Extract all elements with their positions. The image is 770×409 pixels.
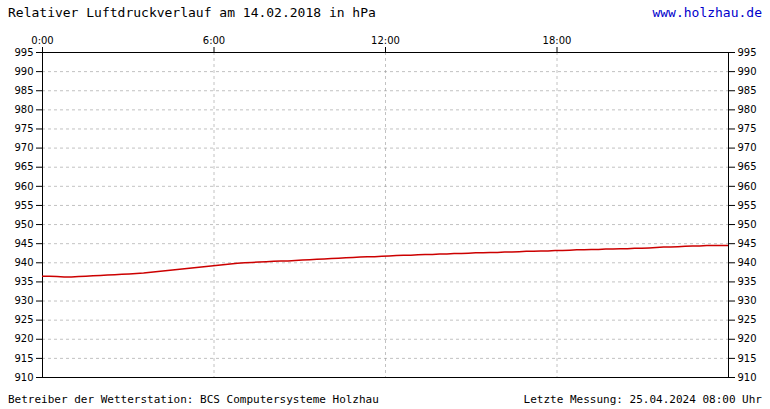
svg-text:18:00: 18:00 <box>543 35 572 46</box>
svg-text:975: 975 <box>14 123 33 134</box>
svg-text:935: 935 <box>14 276 33 287</box>
svg-text:940: 940 <box>738 257 757 268</box>
svg-text:12:00: 12:00 <box>371 35 400 46</box>
svg-text:950: 950 <box>14 219 33 230</box>
svg-text:940: 940 <box>14 257 33 268</box>
svg-text:930: 930 <box>14 295 33 306</box>
svg-text:955: 955 <box>738 200 757 211</box>
svg-text:970: 970 <box>738 142 757 153</box>
svg-text:930: 930 <box>738 295 757 306</box>
html-text:Betreiber der Wetterstation: B: Betreiber der Wetterstation: BCS Compute… <box>8 392 379 406</box>
svg-text:965: 965 <box>14 161 33 172</box>
svg-text:950: 950 <box>738 219 757 230</box>
svg-text:980: 980 <box>738 104 757 115</box>
html-text:www.holzhau.de: www.holzhau.de <box>652 4 762 20</box>
svg-text:910: 910 <box>14 372 33 383</box>
svg-text:990: 990 <box>14 66 33 77</box>
svg-text:985: 985 <box>738 85 757 96</box>
svg-text:915: 915 <box>738 353 757 364</box>
svg-text:990: 990 <box>738 66 757 77</box>
svg-text:945: 945 <box>738 238 757 249</box>
svg-text:995: 995 <box>14 47 33 58</box>
html-text:Letzte Messung: 25.04.2024 08:: Letzte Messung: 25.04.2024 08:00 Uhr <box>523 392 762 406</box>
html-text:Relativer Luftdruckverlauf am: Relativer Luftdruckverlauf am 14.02.2018… <box>8 4 376 20</box>
svg-text:925: 925 <box>738 314 757 325</box>
svg-text:945: 945 <box>14 238 33 249</box>
svg-text:0:00: 0:00 <box>31 35 53 46</box>
svg-text:960: 960 <box>14 181 33 192</box>
svg-text:965: 965 <box>738 161 757 172</box>
svg-text:985: 985 <box>14 85 33 96</box>
svg-text:970: 970 <box>14 142 33 153</box>
svg-text:6:00: 6:00 <box>203 35 225 46</box>
svg-text:935: 935 <box>738 276 757 287</box>
svg-text:995: 995 <box>738 47 757 58</box>
svg-text:975: 975 <box>738 123 757 134</box>
svg-text:980: 980 <box>14 104 33 115</box>
svg-text:955: 955 <box>14 200 33 211</box>
svg-text:920: 920 <box>738 333 757 344</box>
svg-text:925: 925 <box>14 314 33 325</box>
svg-text:910: 910 <box>738 372 757 383</box>
svg-text:915: 915 <box>14 353 33 364</box>
svg-text:920: 920 <box>14 333 33 344</box>
svg-text:960: 960 <box>738 181 757 192</box>
